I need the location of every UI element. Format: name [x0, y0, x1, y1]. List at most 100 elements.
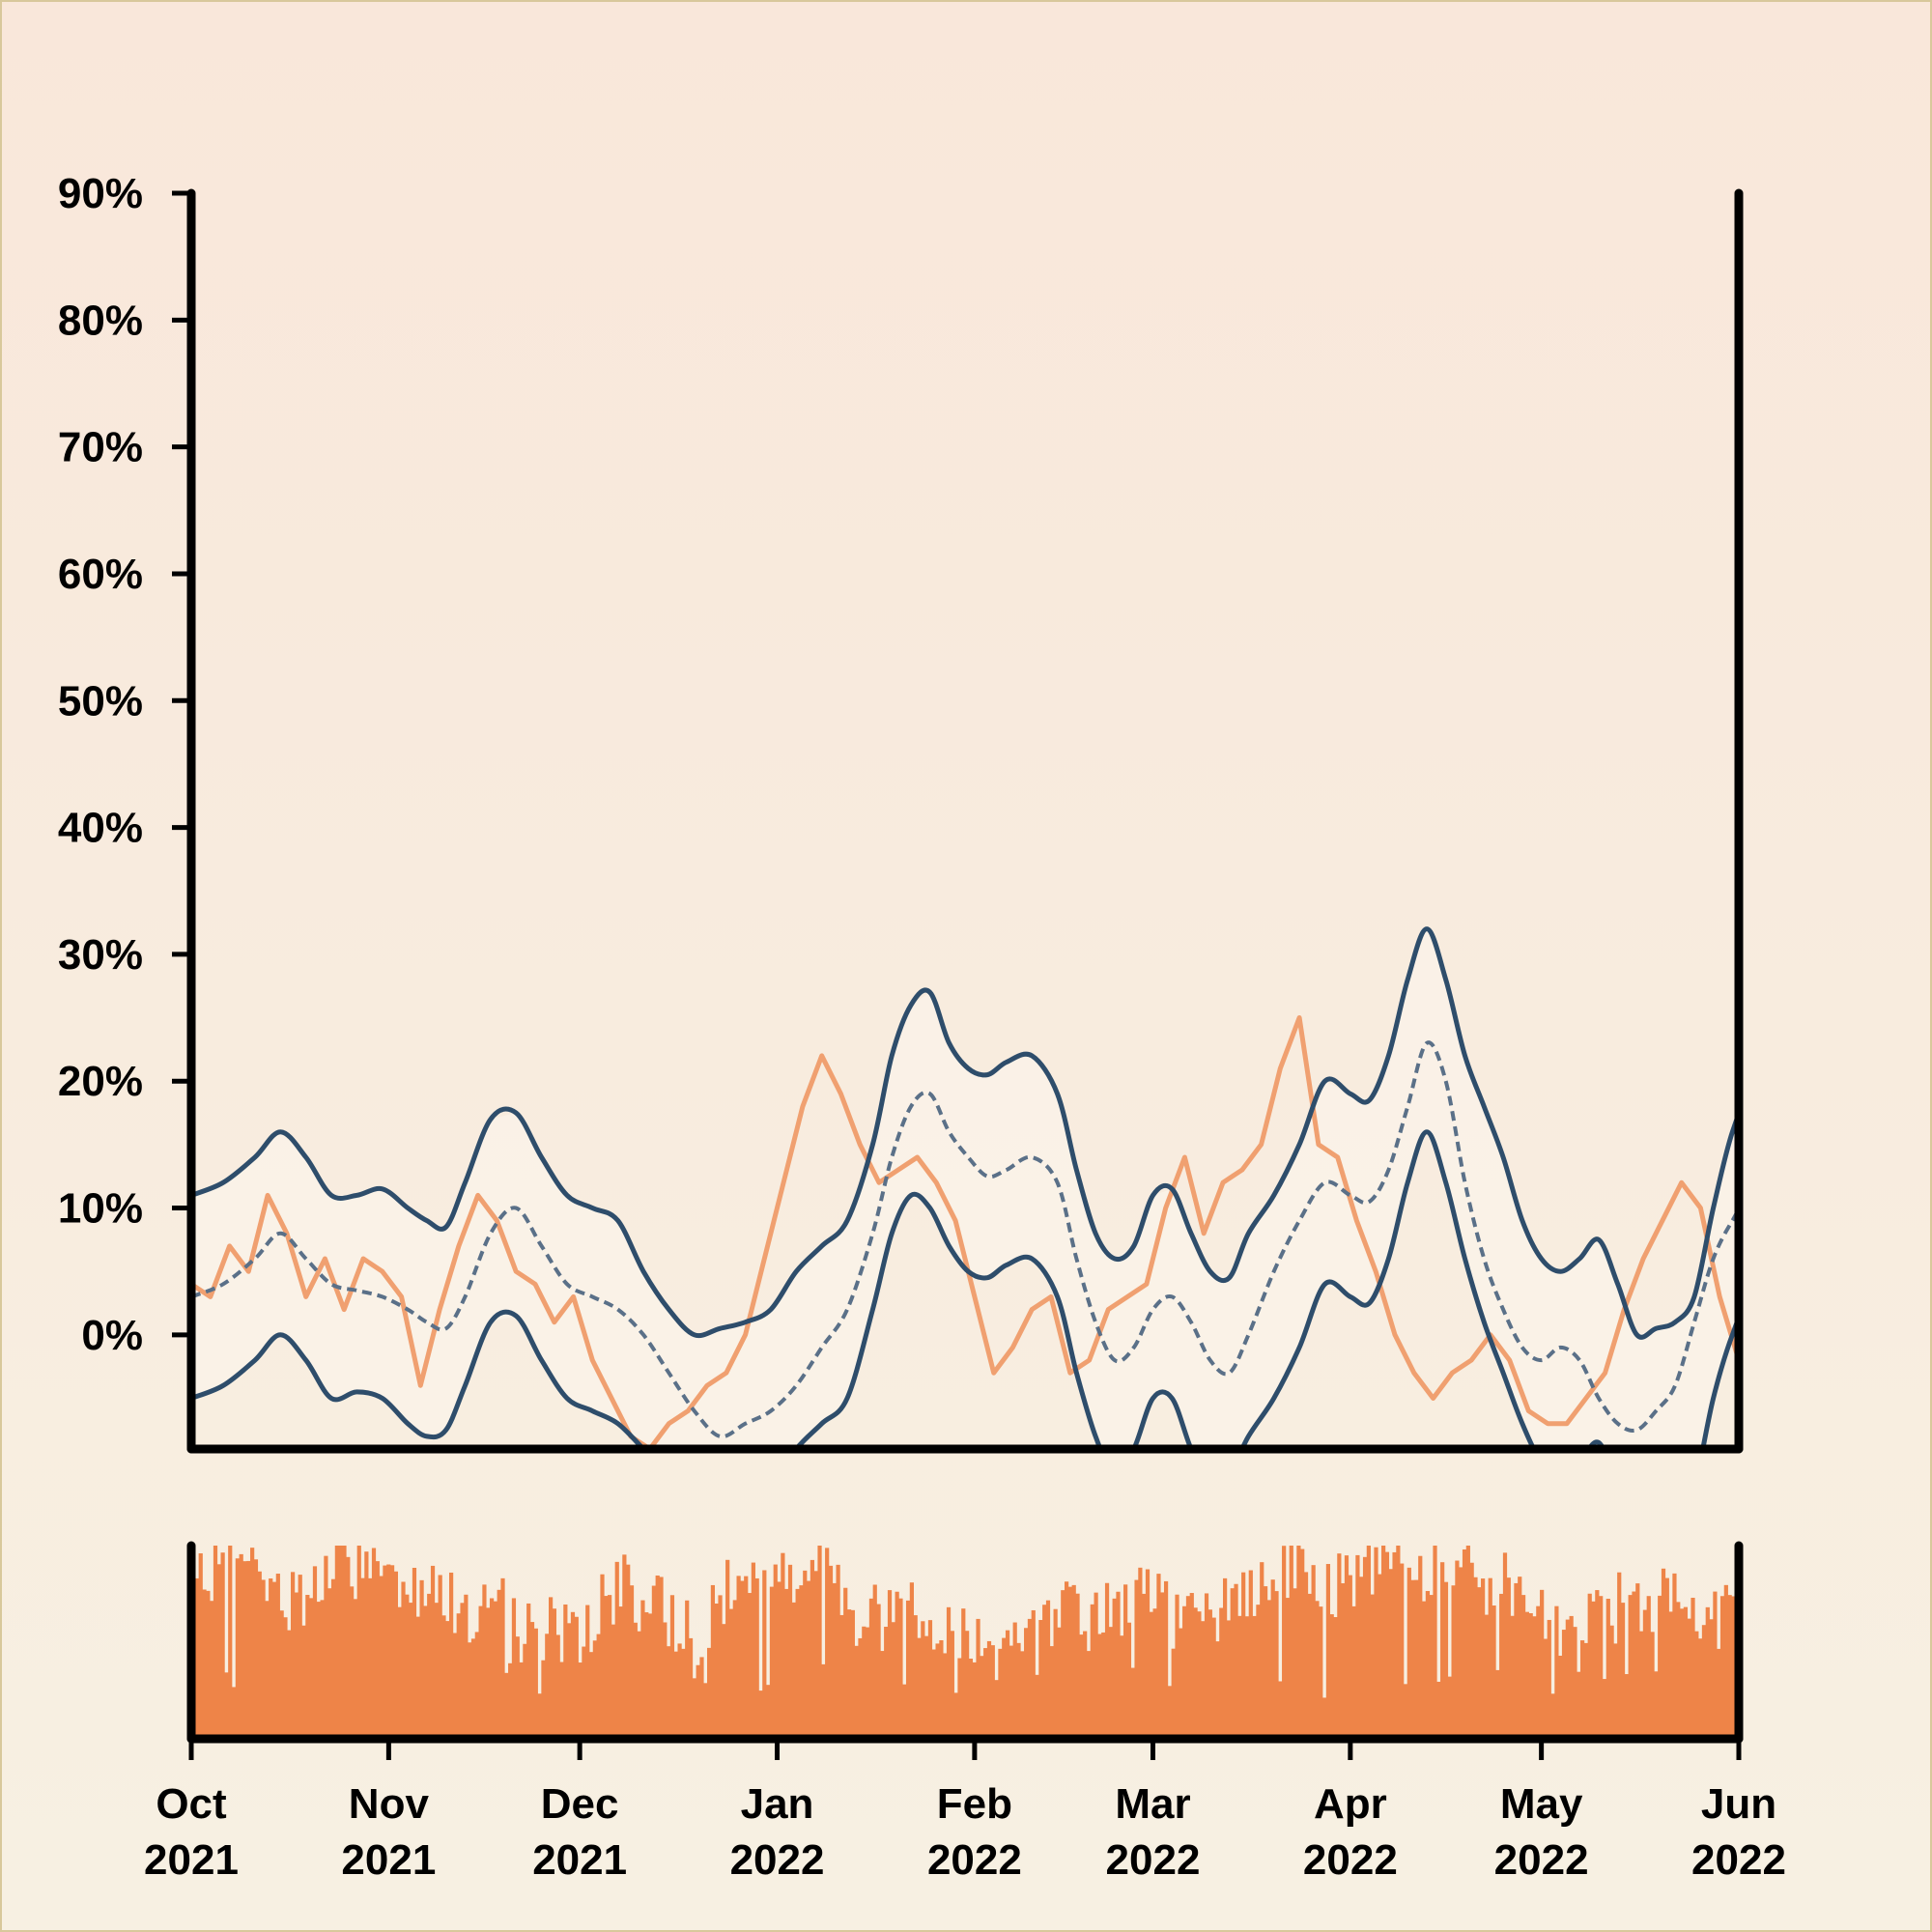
volume-bar — [699, 1657, 704, 1739]
volume-bar — [305, 1594, 310, 1739]
volume-bar — [986, 1640, 992, 1739]
volume-bar — [828, 1565, 834, 1739]
volume-bar — [1579, 1640, 1585, 1739]
volume-bar — [880, 1651, 885, 1739]
volume-bar — [1583, 1642, 1589, 1739]
volume-bar — [468, 1642, 472, 1739]
volume-bar — [419, 1579, 424, 1739]
volume-bar — [401, 1581, 406, 1739]
volume-bar — [931, 1649, 936, 1739]
volume-bar — [626, 1564, 631, 1739]
volume-bar — [570, 1611, 576, 1739]
volume-bar — [567, 1623, 572, 1739]
volume-bar — [350, 1586, 355, 1739]
volume-bar — [250, 1548, 255, 1739]
volume-bar — [206, 1590, 211, 1739]
volume-bar — [1152, 1608, 1157, 1739]
volume-bar — [301, 1625, 306, 1739]
volume-bar — [1282, 1546, 1287, 1739]
volume-bar — [231, 1687, 237, 1739]
volume-bar — [235, 1558, 240, 1739]
volume-bar — [843, 1587, 848, 1739]
volume-bar — [1351, 1605, 1356, 1739]
volume-bar — [1208, 1609, 1212, 1739]
volume-bar — [1690, 1598, 1695, 1739]
volume-bar — [659, 1577, 664, 1739]
volume-bar — [397, 1606, 402, 1739]
volume-bar — [1163, 1580, 1169, 1739]
volume-bar — [604, 1596, 609, 1739]
volume-bar — [600, 1574, 605, 1739]
volume-bar — [1035, 1674, 1039, 1739]
volume-bar — [393, 1571, 398, 1739]
volume-bar — [1307, 1593, 1312, 1739]
volume-bar — [1723, 1584, 1728, 1739]
volume-bar — [1355, 1554, 1360, 1739]
volume-bar — [1071, 1584, 1076, 1739]
volume-bar — [1374, 1547, 1378, 1739]
volume-bar — [1717, 1648, 1721, 1739]
volume-bar — [832, 1582, 837, 1739]
volume-bar — [1451, 1585, 1456, 1739]
volume-bar — [261, 1579, 266, 1739]
volume-bar — [1492, 1605, 1496, 1739]
volume-bar — [614, 1561, 619, 1739]
volume-bar — [1278, 1681, 1283, 1739]
volume-bar — [1101, 1632, 1106, 1739]
volume-bar — [474, 1632, 479, 1739]
volume-bar — [692, 1678, 696, 1739]
volume-bar — [1362, 1556, 1368, 1739]
volume-bar — [383, 1565, 387, 1739]
volume-bar — [887, 1590, 893, 1739]
volume-bar — [545, 1634, 550, 1739]
volume-bar — [1116, 1591, 1121, 1739]
volume-bar — [1694, 1631, 1699, 1739]
x-tick-label-year: 2022 — [730, 1836, 825, 1884]
volume-bar — [1285, 1598, 1291, 1739]
volume-bar — [1447, 1676, 1452, 1739]
volume-bar — [574, 1616, 579, 1739]
volume-bar — [1510, 1615, 1515, 1739]
volume-bar — [1175, 1594, 1179, 1739]
volume-bar — [1094, 1592, 1098, 1739]
volume-bar — [1300, 1548, 1305, 1739]
x-tick-label-month: Nov — [349, 1780, 430, 1828]
volume-bar — [371, 1548, 377, 1739]
volume-bar — [327, 1588, 332, 1739]
x-tick-label-year: 2021 — [341, 1836, 436, 1884]
volume-bar — [511, 1598, 517, 1739]
volume-bar — [1086, 1651, 1092, 1739]
volume-bar — [913, 1615, 918, 1739]
x-tick-label-month: Dec — [541, 1780, 619, 1828]
volume-bar — [500, 1577, 505, 1739]
volume-bar — [533, 1628, 538, 1739]
volume-bar — [1436, 1681, 1441, 1739]
volume-bar — [1425, 1591, 1430, 1739]
volume-bar — [1230, 1588, 1235, 1739]
volume-bar — [1090, 1604, 1094, 1739]
volume-bar — [1311, 1565, 1316, 1739]
volume-bar — [1459, 1567, 1463, 1739]
volume-bar — [287, 1630, 292, 1739]
volume-bar — [839, 1614, 844, 1739]
volume-bar — [198, 1553, 203, 1739]
volume-bar — [637, 1631, 641, 1739]
volume-bar — [290, 1572, 296, 1739]
volume-bar — [990, 1645, 995, 1739]
x-tick-label-year: 2022 — [1691, 1836, 1786, 1884]
volume-bar — [1337, 1553, 1342, 1739]
x-tick-label-month: Feb — [937, 1780, 1012, 1828]
volume-bar — [1156, 1574, 1161, 1739]
volume-bar — [1179, 1628, 1183, 1739]
volume-bar — [555, 1634, 560, 1739]
volume-bar — [622, 1554, 627, 1739]
volume-bar — [460, 1603, 465, 1739]
volume-bar — [927, 1620, 933, 1739]
volume-bar — [338, 1546, 343, 1739]
volume-bar — [1599, 1596, 1604, 1739]
volume-bar — [1038, 1620, 1043, 1739]
volume-bar — [592, 1640, 597, 1739]
volume-bar — [751, 1562, 755, 1739]
volume-bar — [953, 1692, 958, 1739]
